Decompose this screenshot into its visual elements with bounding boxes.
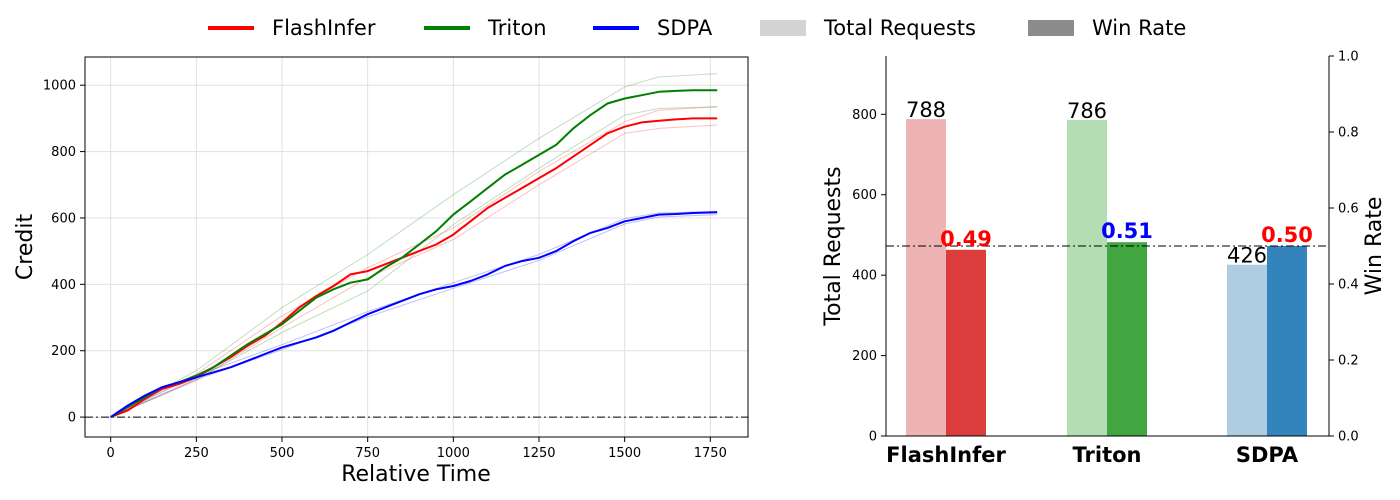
right-tick-label: 0.8 — [1338, 126, 1359, 141]
left-tick-label: 400 — [852, 269, 877, 284]
legend: FlashInfer Triton SDPA Total Requests Win Ra… — [208, 16, 1186, 40]
x-tick-label: 1000 — [437, 446, 470, 461]
flashinfer-band-line — [110, 106, 718, 418]
legend-label: SDPA — [657, 16, 713, 40]
bar-chart-frame — [885, 56, 1330, 437]
left-tick-label: 800 — [852, 108, 877, 123]
x-tick-label: 750 — [355, 446, 380, 461]
sdpa-band-line — [110, 210, 718, 418]
category-label-sdpa: SDPA — [1236, 443, 1299, 467]
line-chart-grid — [85, 57, 748, 437]
flashinfer-band-line — [110, 124, 718, 418]
triton-total-requests-bar — [1067, 119, 1107, 436]
y-tick-label: 0 — [68, 411, 76, 426]
left-tick-label: 600 — [852, 188, 877, 203]
triton-band-line — [110, 106, 718, 418]
line-chart-frame — [84, 56, 749, 438]
legend-label: FlashInfer — [272, 16, 376, 40]
line-chart-x-label: Relative Time — [341, 462, 491, 487]
triton-band-line — [110, 73, 718, 418]
bar-chart-left-ticks: 0 200 400 600 800 — [852, 108, 886, 445]
x-tick-label: 0 — [107, 446, 115, 461]
line-chart-y-label: Credit — [13, 214, 38, 281]
line-chart-series — [110, 89, 718, 419]
sdpa-win-rate-label: 0.50 — [1261, 223, 1313, 247]
sdpa-band-line — [110, 214, 718, 418]
triton-series-line — [110, 89, 718, 418]
legend-swatch-total-requests — [760, 20, 806, 36]
y-tick-label: 200 — [51, 344, 76, 359]
sdpa-win-rate-bar — [1267, 246, 1307, 436]
y-tick-label: 400 — [51, 278, 76, 293]
legend-label: Win Rate — [1092, 16, 1186, 40]
y-tick-label: 1000 — [43, 79, 76, 94]
triton-win-rate-bar — [1107, 242, 1147, 436]
x-tick-label: 1250 — [522, 446, 555, 461]
left-tick-label: 0 — [869, 430, 877, 445]
category-label-triton: Triton — [1073, 443, 1142, 467]
line-chart-x-ticks: 0 250 500 750 1000 1250 1500 1750 — [107, 437, 727, 461]
x-tick-label: 1500 — [608, 446, 641, 461]
flashinfer-total-requests-bar — [906, 119, 946, 437]
bar-chart-right-axis-label: Win Rate — [1362, 197, 1387, 296]
sdpa-total-requests-bar — [1227, 264, 1267, 436]
bar-chart-categories: FlashInfer Triton SDPA — [886, 443, 1299, 467]
bar-chart-left-axis-label: Total Requests — [821, 166, 846, 326]
legend-swatch-win-rate — [1028, 20, 1074, 36]
y-tick-label: 800 — [51, 145, 76, 160]
right-tick-label: 0.0 — [1338, 430, 1359, 445]
triton-total-requests-label: 786 — [1067, 99, 1107, 123]
sdpa-total-requests-label: 426 — [1227, 244, 1267, 268]
line-chart-y-ticks: 0 200 400 600 800 1000 — [43, 79, 85, 426]
x-tick-label: 1750 — [694, 446, 727, 461]
right-tick-label: 0.6 — [1338, 202, 1359, 217]
sdpa-series-line — [110, 211, 718, 418]
right-tick-label: 0.2 — [1338, 354, 1359, 369]
flashinfer-win-rate-label: 0.49 — [940, 227, 992, 251]
right-tick-label: 1.0 — [1338, 50, 1359, 65]
bar-chart-bars — [906, 119, 1307, 437]
x-tick-label: 250 — [184, 446, 209, 461]
legend-label: Total Requests — [823, 16, 976, 40]
triton-win-rate-label: 0.51 — [1101, 219, 1153, 243]
y-tick-label: 600 — [51, 211, 76, 226]
credit-line-chart: 0 250 500 750 1000 1250 1500 1750 0 200 400 600 800… — [13, 56, 749, 487]
bar-chart-right-ticks: 0.0 0.2 0.4 0.6 0.8 1.0 — [1329, 50, 1359, 445]
category-label-flashinfer: FlashInfer — [886, 443, 1006, 467]
line-chart-bands — [110, 73, 718, 418]
left-tick-label: 200 — [852, 349, 877, 364]
flashinfer-win-rate-bar — [946, 249, 986, 436]
legend-label: Triton — [487, 16, 547, 40]
flashinfer-total-requests-label: 788 — [906, 98, 946, 122]
right-tick-label: 0.4 — [1338, 278, 1359, 293]
x-tick-label: 500 — [270, 446, 295, 461]
